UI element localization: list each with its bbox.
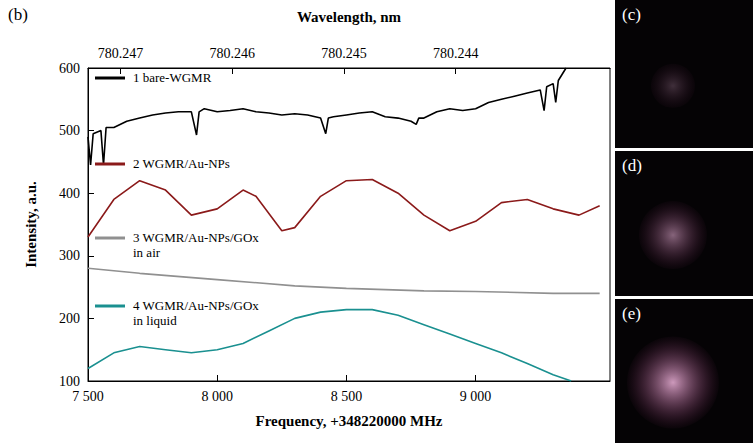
svg-text:(c): (c) [622, 5, 641, 24]
svg-text:2 WGMR/Au-NPs: 2 WGMR/Au-NPs [133, 156, 230, 171]
svg-text:7 500: 7 500 [72, 389, 104, 404]
svg-text:780.247: 780.247 [98, 46, 144, 61]
svg-text:8 000: 8 000 [201, 389, 233, 404]
svg-text:500: 500 [59, 123, 80, 138]
svg-text:780.245: 780.245 [321, 46, 367, 61]
svg-text:(b): (b) [8, 5, 28, 24]
svg-text:8 500: 8 500 [331, 389, 363, 404]
svg-text:300: 300 [59, 248, 80, 263]
svg-text:Wavelength, nm: Wavelength, nm [297, 9, 402, 25]
svg-text:400: 400 [59, 186, 80, 201]
svg-text:9 000: 9 000 [460, 389, 492, 404]
svg-text:1 bare-WGMR: 1 bare-WGMR [133, 70, 212, 85]
svg-text:in liquid: in liquid [133, 313, 177, 328]
svg-text:780.244: 780.244 [433, 46, 479, 61]
svg-text:600: 600 [59, 61, 80, 76]
svg-text:780.246: 780.246 [209, 46, 255, 61]
svg-text:(e): (e) [622, 304, 641, 323]
svg-text:3 WGMR/Au-NPs/GOx: 3 WGMR/Au-NPs/GOx [133, 230, 262, 245]
svg-text:100: 100 [59, 374, 80, 389]
svg-text:(d): (d) [622, 156, 642, 175]
svg-text:Frequency, +348220000 MHz: Frequency, +348220000 MHz [255, 413, 442, 429]
svg-text:4 WGMR/Au-NPs/GOx: 4 WGMR/Au-NPs/GOx [133, 298, 262, 313]
svg-text:200: 200 [59, 311, 80, 326]
svg-text:Intensity, a.u.: Intensity, a.u. [23, 181, 39, 268]
svg-text:in air: in air [133, 245, 161, 260]
